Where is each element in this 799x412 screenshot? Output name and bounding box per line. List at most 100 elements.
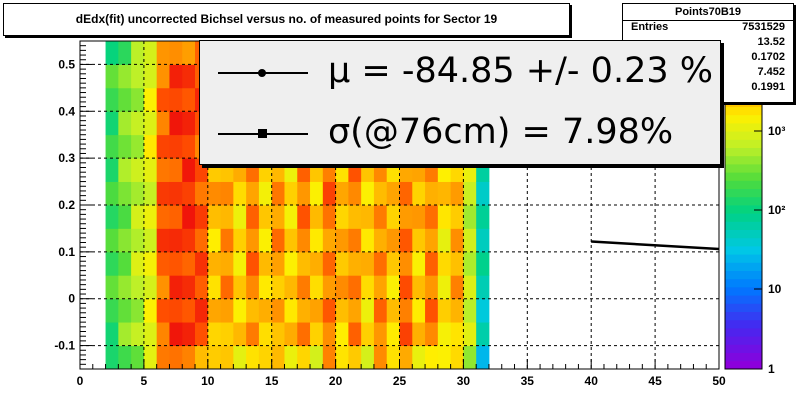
heatmap-cell: [195, 181, 209, 206]
heatmap-cell: [297, 205, 311, 229]
heatmap-cell: [348, 228, 362, 253]
legend-mu-text: μ = -84.85 +/- 0.23 %: [328, 51, 713, 91]
heatmap-cell: [476, 251, 490, 276]
heatmap-cell: [143, 87, 158, 112]
heatmap-cell: [412, 205, 426, 229]
heatmap-cell: [310, 298, 324, 323]
heatmap-cell: [361, 298, 375, 323]
heatmap-cell: [271, 345, 285, 370]
heatmap-cell: [195, 275, 209, 300]
color-scale-segment: [725, 139, 762, 148]
heatmap-cell: [220, 251, 234, 276]
heatmap-cell: [143, 158, 158, 182]
heatmap-cell: [258, 298, 273, 323]
heatmap-cell: [118, 134, 132, 159]
heatmap-cell: [373, 251, 388, 276]
heatmap-cell: [412, 345, 426, 370]
heatmap-cell: [156, 41, 170, 65]
heatmap-cell: [297, 345, 311, 370]
heatmap-cell: [412, 228, 426, 253]
heatmap-cell: [182, 251, 196, 276]
heatmap-cell: [284, 205, 298, 229]
heatmap-cell: [425, 205, 439, 229]
heatmap-cell: [143, 275, 158, 300]
z-tick-label: 10³: [768, 124, 785, 138]
heatmap-cell: [182, 111, 196, 136]
heatmap-cell: [310, 275, 324, 300]
heatmap-cell: [322, 228, 336, 253]
color-scale-segment: [725, 180, 762, 189]
heatmap-cell: [373, 275, 388, 300]
heatmap-cell: [258, 205, 273, 229]
stats-row: 0.1702: [631, 51, 785, 66]
color-scale-segment: [725, 172, 762, 181]
heatmap-cell: [182, 181, 196, 206]
heatmap-cell: [182, 322, 196, 346]
heatmap-cell: [310, 181, 324, 206]
heatmap-cell: [361, 181, 375, 206]
heatmap-cell: [207, 251, 221, 276]
heatmap-cell: [233, 322, 247, 346]
heatmap-cell: [348, 322, 362, 346]
heatmap-cell: [310, 251, 324, 276]
heatmap-cell: [437, 228, 452, 253]
heatmap-cell: [246, 322, 260, 346]
heatmap-cell: [258, 275, 273, 300]
heatmap-cell: [156, 228, 170, 253]
heatmap-cell: [156, 87, 170, 112]
y-tick-label: 0.3: [58, 151, 75, 165]
plot-title-box: dEdx(fit) uncorrected Bichsel versus no.…: [3, 3, 570, 36]
heatmap-cell: [143, 322, 158, 346]
heatmap-cell: [271, 205, 285, 229]
heatmap-cell: [258, 322, 273, 346]
heatmap-cell: [335, 181, 349, 206]
heatmap-cell: [169, 275, 183, 300]
heatmap-cell: [450, 345, 464, 370]
legend-marker-circle: [258, 69, 266, 77]
heatmap-cell: [450, 322, 464, 346]
color-scale-segment: [725, 205, 762, 214]
heatmap-cell: [386, 345, 400, 370]
heatmap-cell: [105, 298, 119, 323]
heatmap-cell: [335, 205, 349, 229]
stats-value: 7.452: [757, 66, 785, 78]
heatmap-cell: [118, 111, 132, 136]
heatmap-cell: [258, 251, 273, 276]
x-tick-label: 45: [648, 374, 662, 388]
x-tick-label: 20: [329, 374, 343, 388]
heatmap-cell: [143, 345, 158, 370]
heatmap-cell: [412, 181, 426, 206]
color-scale-segment: [725, 131, 762, 140]
heatmap-cell: [220, 205, 234, 229]
heatmap-cell: [118, 228, 132, 253]
heatmap-cell: [437, 205, 452, 229]
legend-marker-square: [258, 129, 267, 138]
heatmap-cell: [207, 322, 221, 346]
heatmap-cell: [258, 345, 273, 370]
y-tick-label: 0.4: [58, 104, 75, 118]
color-scale-segment: [725, 270, 762, 280]
heatmap-cell: [348, 298, 362, 323]
heatmap-cell: [131, 158, 145, 182]
x-tick-label: 0: [77, 374, 84, 388]
heatmap-cell: [246, 251, 260, 276]
heatmap-cell: [156, 345, 170, 370]
heatmap-cell: [348, 181, 362, 206]
heatmap-cell: [156, 64, 170, 89]
heatmap-cell: [105, 345, 119, 370]
heatmap-cell: [220, 181, 234, 206]
heatmap-cell: [373, 298, 388, 323]
heatmap-cell: [386, 322, 400, 346]
heatmap-cell: [476, 205, 490, 229]
color-scale-segment: [725, 319, 762, 329]
heatmap-cell: [118, 251, 132, 276]
heatmap-cell: [207, 181, 221, 206]
heatmap-cell: [131, 228, 145, 253]
heatmap-cell: [182, 158, 196, 182]
heatmap-cell: [169, 322, 183, 346]
heatmap-cell: [246, 298, 260, 323]
heatmap-cell: [361, 275, 375, 300]
heatmap-cell: [335, 275, 349, 300]
heatmap-cell: [450, 181, 464, 206]
legend-sigma-text: σ(@76cm) = 7.98%: [328, 112, 674, 152]
